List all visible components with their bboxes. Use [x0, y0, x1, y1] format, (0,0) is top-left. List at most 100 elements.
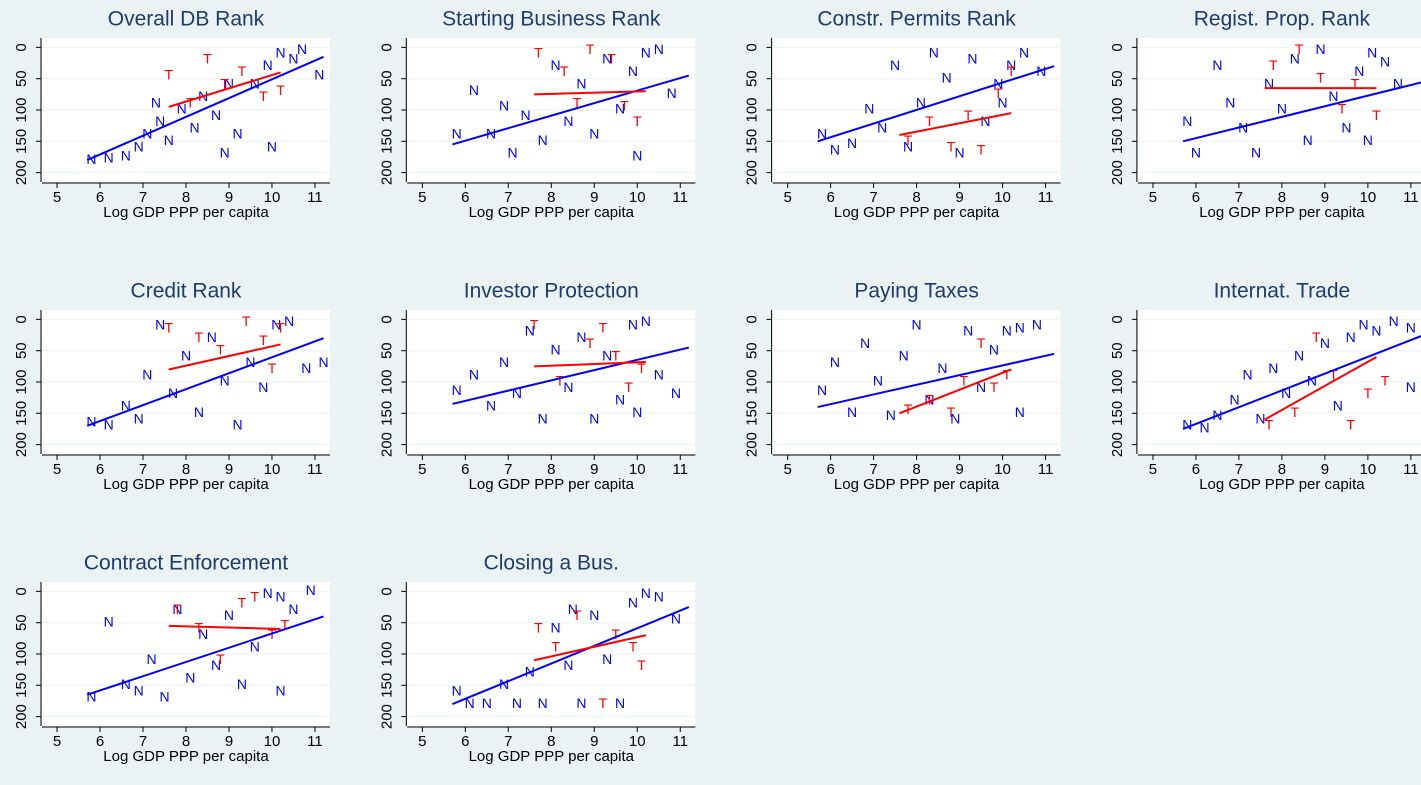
marker-label: N	[159, 689, 169, 705]
fit-line	[168, 343, 281, 371]
marker-label: N	[589, 410, 599, 426]
marker-label: N	[104, 613, 114, 629]
marker-label: N	[86, 689, 96, 705]
marker-label: N	[924, 391, 934, 407]
marker-label: N	[602, 348, 612, 364]
marker-label: N	[967, 51, 977, 67]
x-tick-label: 6	[826, 189, 834, 206]
marker-label: T	[620, 98, 629, 114]
marker-label: T	[1351, 76, 1360, 92]
marker-label: N	[250, 76, 260, 92]
marker-label: N	[1333, 398, 1343, 414]
marker-label: N	[847, 404, 857, 420]
marker-label: N	[950, 410, 960, 426]
x-axis-label: Log GDP PPP per capita	[469, 204, 635, 221]
marker-label: T	[586, 41, 595, 57]
marker-label: N	[271, 316, 281, 332]
marker-label: N	[211, 657, 221, 673]
marker-label: T	[607, 51, 616, 67]
x-tick-label: 8	[182, 461, 190, 478]
marker-label: N	[641, 313, 651, 329]
marker-label: N	[1212, 57, 1222, 73]
panel-title: Contract Enforcement	[84, 552, 288, 575]
fit-line	[817, 65, 1055, 143]
marker-label: N	[499, 354, 509, 370]
y-tick-label: 200	[378, 704, 395, 729]
marker-label: N	[267, 138, 277, 154]
marker-label: N	[671, 385, 681, 401]
marker-label: N	[177, 101, 187, 117]
marker-label: T	[1007, 63, 1016, 79]
marker-label: T	[250, 588, 259, 604]
y-tick-label: 200	[744, 432, 761, 457]
marker-label: T	[276, 319, 285, 335]
x-tick-label: 9	[1321, 461, 1329, 478]
x-axis-label: Log GDP PPP per capita	[469, 748, 635, 765]
marker-label: N	[245, 354, 255, 370]
marker-label: N	[121, 676, 131, 692]
marker-label: N	[998, 94, 1008, 110]
marker-label: T	[1312, 329, 1321, 345]
marker-label: N	[1354, 63, 1364, 79]
marker-label: N	[890, 57, 900, 73]
panel-title: Regist. Prop. Rank	[1194, 8, 1371, 31]
marker-label: N	[916, 94, 926, 110]
x-tick-label: 9	[1321, 189, 1329, 206]
marker-label: N	[667, 85, 677, 101]
marker-label: T	[259, 88, 268, 104]
y-tick-label: 150	[13, 401, 30, 426]
fit-line	[168, 71, 281, 108]
x-tick-label: 6	[1192, 461, 1200, 478]
fit-line	[452, 346, 690, 405]
marker-label: T	[586, 335, 595, 351]
marker-label: N	[469, 366, 479, 382]
marker-label: T	[925, 391, 934, 407]
marker-label: T	[560, 63, 569, 79]
marker-label: T	[1372, 107, 1381, 123]
marker-label: T	[216, 341, 225, 357]
y-tick-label: 0	[744, 315, 761, 323]
marker-label: T	[238, 63, 247, 79]
marker-label: N	[615, 101, 625, 117]
marker-label: N	[903, 138, 913, 154]
x-tick-label: 8	[182, 733, 190, 750]
y-tick-label: 0	[1109, 315, 1126, 323]
marker-label: T	[1291, 404, 1300, 420]
x-tick-label: 9	[225, 461, 233, 478]
marker-label: N	[937, 360, 947, 376]
marker-label: N	[1191, 145, 1201, 161]
marker-label: N	[1225, 94, 1235, 110]
marker-label: N	[220, 145, 230, 161]
marker-label: N	[632, 404, 642, 420]
fit-line	[534, 90, 646, 96]
x-tick-label: 5	[783, 189, 791, 206]
y-tick-label: 50	[1109, 70, 1126, 87]
marker-label: N	[1363, 132, 1373, 148]
y-tick-label: 100	[1109, 369, 1126, 394]
y-tick-label: 100	[744, 97, 761, 122]
y-tick-label: 0	[13, 587, 30, 595]
x-tick-label: 11	[1403, 189, 1419, 206]
marker-label: N	[1015, 404, 1025, 420]
y-tick-label: 200	[13, 704, 30, 729]
marker-label: N	[1346, 329, 1356, 345]
marker-label: N	[512, 695, 522, 711]
y-tick-label: 150	[13, 129, 30, 154]
marker-label: N	[1316, 41, 1326, 57]
marker-label: N	[1328, 88, 1338, 104]
marker-label: N	[1199, 420, 1209, 436]
marker-label: N	[563, 379, 573, 395]
x-tick-label: 7	[1235, 189, 1243, 206]
x-tick-label: 7	[869, 189, 877, 206]
marker-label: N	[1230, 391, 1240, 407]
marker-label: T	[925, 113, 934, 129]
y-tick-label: 150	[378, 673, 395, 698]
marker-label: N	[589, 607, 599, 623]
marker-label: T	[216, 651, 225, 667]
marker-label: T	[1003, 366, 1012, 382]
y-tick-label: 100	[378, 369, 395, 394]
x-tick-label: 6	[96, 461, 104, 478]
marker-label: N	[551, 620, 561, 636]
x-tick-label: 8	[182, 189, 190, 206]
